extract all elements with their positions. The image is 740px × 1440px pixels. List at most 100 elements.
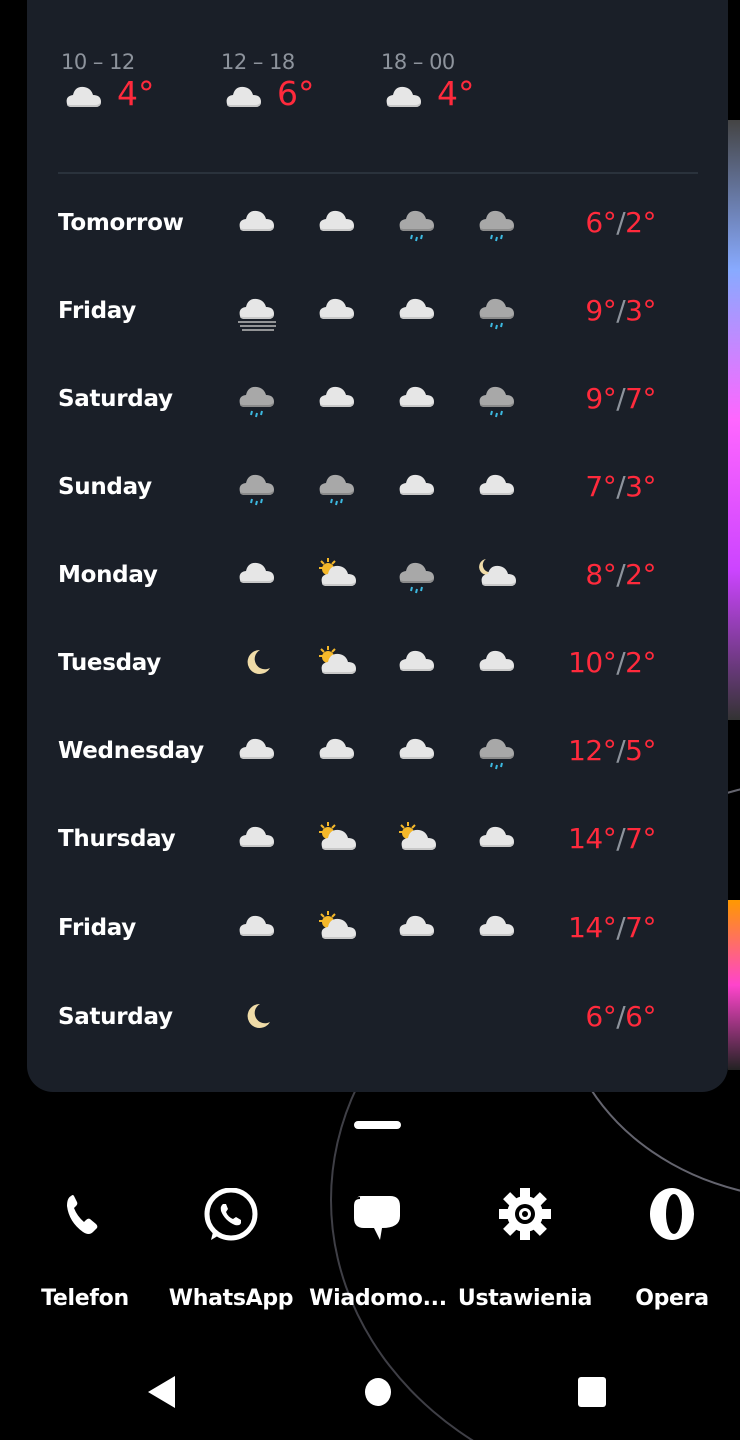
day-name: Tuesday bbox=[58, 650, 161, 676]
time-range: 18 – 00 bbox=[381, 50, 455, 74]
high-temp: 14° bbox=[568, 822, 617, 855]
temp-separator: / bbox=[616, 470, 626, 503]
divider bbox=[58, 172, 698, 174]
rain-icon bbox=[479, 298, 514, 330]
daily-forecast-row[interactable]: Monday 8°/2° bbox=[58, 556, 658, 596]
high-temp: 14° bbox=[568, 911, 617, 944]
low-temp: 7° bbox=[625, 911, 656, 944]
weather-widget[interactable] bbox=[27, 0, 728, 1092]
phone-icon bbox=[67, 1195, 98, 1234]
low-temp: 6° bbox=[625, 1000, 656, 1033]
sun-cloud-icon bbox=[319, 911, 356, 939]
cloud-icon bbox=[399, 915, 434, 936]
low-temp: 2° bbox=[625, 558, 656, 591]
temp-separator: / bbox=[616, 734, 626, 767]
daily-forecast-row[interactable]: Sunday 7°/3° bbox=[58, 468, 658, 508]
daily-forecast-row[interactable]: Tomorrow 6°/2° bbox=[58, 204, 658, 244]
cloud-icon bbox=[479, 826, 514, 847]
high-temp: 9° bbox=[585, 294, 617, 327]
cloud-icon bbox=[399, 474, 434, 495]
time-range: 10 – 12 bbox=[61, 50, 135, 74]
dock-app-wiadomo[interactable]: Wiadomo... bbox=[308, 1180, 448, 1311]
day-name: Thursday bbox=[58, 826, 176, 852]
cloud-icon bbox=[479, 650, 514, 671]
cloud-icon bbox=[319, 386, 354, 407]
moon-icon bbox=[247, 649, 270, 674]
hourly-forecast-slot: 12 – 18 6° bbox=[221, 50, 315, 113]
low-temp: 3° bbox=[625, 294, 656, 327]
high-temp: 12° bbox=[568, 734, 617, 767]
cloud-icon bbox=[66, 86, 101, 107]
high-temp: 6° bbox=[585, 1000, 617, 1033]
temp-separator: / bbox=[616, 294, 626, 327]
rain-icon bbox=[239, 474, 274, 506]
fog-icon bbox=[238, 298, 276, 331]
app-label: Opera bbox=[635, 1286, 709, 1311]
moon-cloud-icon bbox=[479, 559, 516, 586]
temp-range: 8°/2° bbox=[585, 558, 656, 591]
cloud-icon bbox=[399, 298, 434, 319]
back-icon[interactable] bbox=[145, 1372, 177, 1412]
time-range: 12 – 18 bbox=[221, 50, 295, 74]
low-temp: 3° bbox=[625, 470, 656, 503]
dock-app-opera[interactable]: Opera bbox=[602, 1180, 740, 1311]
cloud-icon bbox=[319, 210, 354, 231]
cloud-icon bbox=[319, 298, 354, 319]
low-temp: 2° bbox=[625, 646, 656, 679]
cloud-icon bbox=[319, 738, 354, 759]
cloud-icon bbox=[239, 738, 274, 759]
low-temp: 7° bbox=[625, 822, 656, 855]
daily-forecast-row[interactable]: Friday 14°/7° bbox=[58, 909, 658, 949]
temp-range: 7°/3° bbox=[585, 470, 656, 503]
high-temp: 10° bbox=[568, 646, 617, 679]
app-label: Telefon bbox=[41, 1286, 129, 1311]
temp-separator: / bbox=[616, 911, 626, 944]
temp-range: 9°/3° bbox=[585, 294, 656, 327]
cloud-icon bbox=[479, 474, 514, 495]
home-icon[interactable] bbox=[363, 1372, 393, 1412]
temp-range: 14°/7° bbox=[568, 911, 656, 944]
dock-app-ustawienia[interactable]: Ustawienia bbox=[455, 1180, 595, 1311]
cloud-icon bbox=[239, 915, 274, 936]
rain-icon bbox=[399, 210, 434, 242]
low-temp: 5° bbox=[625, 734, 656, 767]
dock-app-whatsapp[interactable]: WhatsApp bbox=[161, 1180, 301, 1311]
daily-forecast-row[interactable]: Saturday 9°/7° bbox=[58, 380, 658, 420]
day-name: Saturday bbox=[58, 1004, 173, 1030]
temp-separator: / bbox=[616, 558, 626, 591]
app-drawer-handle[interactable] bbox=[354, 1121, 401, 1129]
day-name: Saturday bbox=[58, 386, 173, 412]
daily-forecast-row[interactable]: Saturday 6°/6° bbox=[58, 998, 658, 1038]
daily-forecast-row[interactable]: Tuesday 10°/2° bbox=[58, 644, 658, 684]
temp-range: 6°/6° bbox=[585, 1000, 656, 1033]
temp-separator: / bbox=[616, 382, 626, 415]
temp-separator: / bbox=[616, 822, 626, 855]
day-name: Monday bbox=[58, 562, 158, 588]
sun-cloud-icon bbox=[319, 646, 356, 674]
temp-separator: / bbox=[616, 646, 626, 679]
hourly-forecast-slot: 10 – 12 4° bbox=[61, 50, 155, 113]
moon-icon bbox=[247, 1003, 270, 1028]
settings-icon bbox=[499, 1188, 551, 1240]
cloud-icon bbox=[479, 915, 514, 936]
temp-range: 12°/5° bbox=[568, 734, 656, 767]
daily-forecast-row[interactable]: Friday 9°/3° bbox=[58, 292, 658, 332]
high-temp: 9° bbox=[585, 382, 617, 415]
rain-icon bbox=[399, 562, 434, 594]
high-temp: 8° bbox=[585, 558, 617, 591]
hourly-temp: 4° bbox=[437, 74, 475, 113]
app-label: WhatsApp bbox=[168, 1286, 294, 1311]
low-temp: 2° bbox=[625, 206, 656, 239]
day-name: Friday bbox=[58, 915, 136, 941]
app-label: Wiadomo... bbox=[309, 1286, 447, 1311]
daily-forecast-row[interactable]: Wednesday 12°/5° bbox=[58, 732, 658, 772]
recents-icon[interactable] bbox=[575, 1372, 609, 1412]
sun-cloud-icon bbox=[399, 822, 436, 850]
rain-icon bbox=[479, 210, 514, 242]
dock-app-telefon[interactable]: Telefon bbox=[15, 1180, 155, 1311]
daily-forecast-row[interactable]: Thursday 14°/7° bbox=[58, 820, 658, 860]
high-temp: 7° bbox=[585, 470, 617, 503]
high-temp: 6° bbox=[585, 206, 617, 239]
temp-range: 10°/2° bbox=[568, 646, 656, 679]
rain-icon bbox=[479, 738, 514, 770]
